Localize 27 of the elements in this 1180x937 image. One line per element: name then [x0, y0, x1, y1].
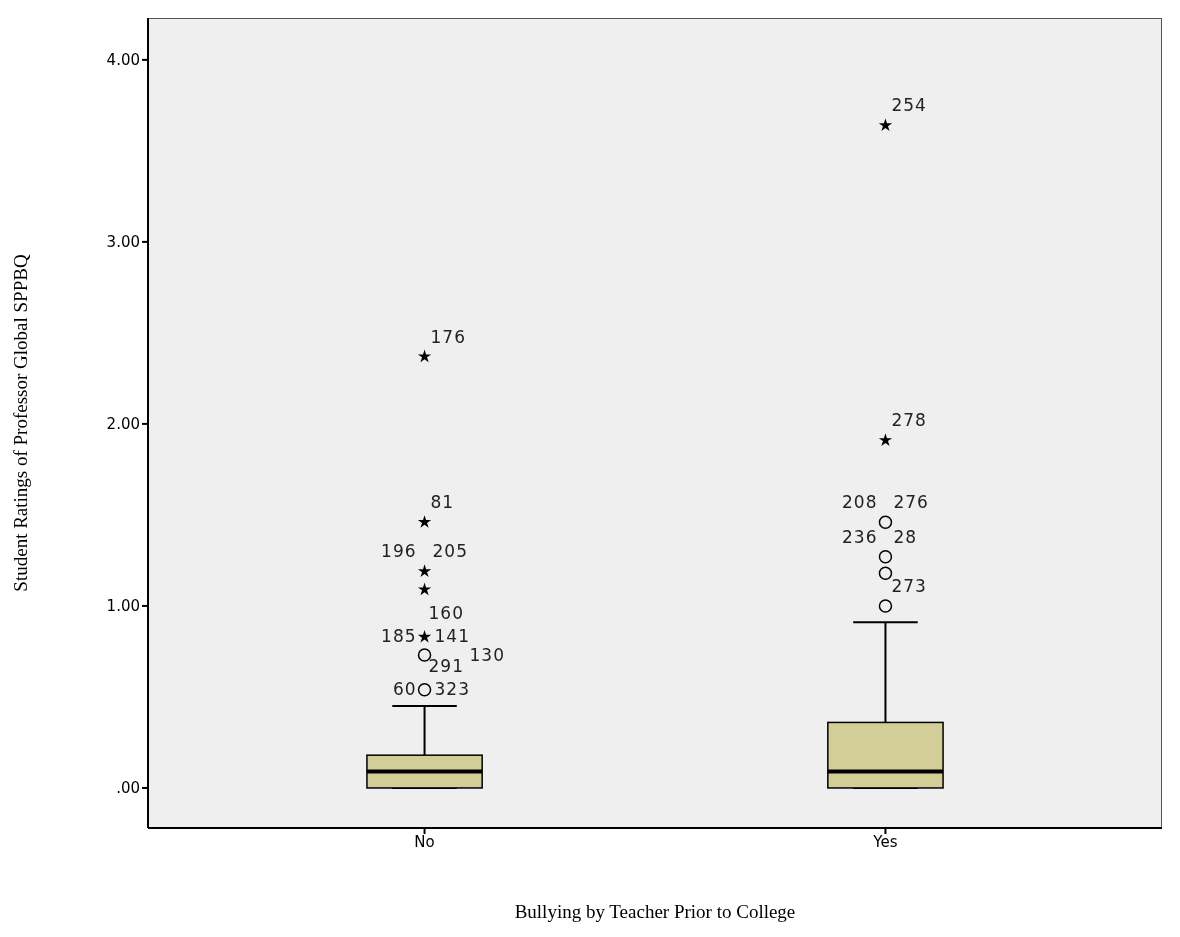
annotation: 185 [381, 625, 417, 646]
y-tick-label: 1.00 [106, 597, 140, 616]
annotation: 323 [434, 678, 470, 699]
annotation: 196 [381, 541, 417, 562]
annotation: 278 [891, 410, 927, 431]
annotation: 28 [893, 526, 918, 547]
annotation: 276 [893, 492, 929, 513]
annotation: 141 [434, 625, 470, 646]
annotation: 160 [428, 602, 464, 623]
y-tick-label: .00 [116, 779, 140, 798]
y-tick-label: 2.00 [106, 415, 140, 434]
y-tick-label: 4.00 [106, 51, 140, 70]
annotation: 236 [842, 526, 878, 547]
x-tick-label: No [414, 832, 435, 851]
annotation: 291 [428, 655, 464, 676]
x-tick-label: Yes [872, 832, 898, 851]
annotation: 208 [842, 492, 878, 513]
x-axis-title: Bullying by Teacher Prior to College [514, 901, 796, 922]
annotation: 254 [891, 95, 927, 116]
y-tick-label: 3.00 [106, 233, 140, 252]
y-axis-title: Student Ratings of Professor Global SPPBQ [9, 254, 31, 592]
annotation: 60 [392, 678, 417, 699]
annotation: 81 [430, 492, 455, 513]
annotation: 130 [469, 645, 505, 666]
annotation: 176 [430, 326, 466, 347]
annotation: 205 [432, 541, 468, 562]
annotation: 273 [891, 575, 927, 596]
